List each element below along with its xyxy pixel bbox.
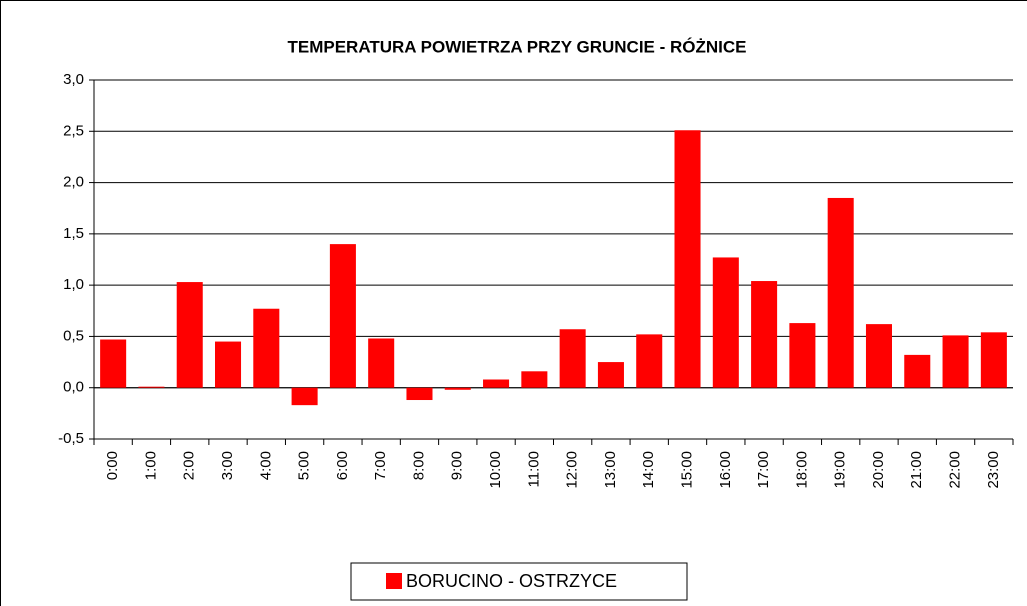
y-tick-label: 0,5 <box>63 327 84 344</box>
bar <box>483 379 510 388</box>
legend-box <box>350 562 688 601</box>
bar <box>521 371 548 388</box>
chart-title: TEMPERATURA POWIETRZA PRZY GRUNCIE - RÓŻ… <box>288 37 747 56</box>
x-tick-label: 16:00 <box>717 451 734 489</box>
bar <box>253 308 280 388</box>
legend-swatch <box>386 573 402 589</box>
x-tick-label: 11:00 <box>525 451 542 487</box>
x-tick-label: 3:00 <box>219 451 236 480</box>
bar <box>100 339 127 388</box>
x-tick-label: 6:00 <box>334 451 351 480</box>
bar <box>406 387 433 401</box>
y-tick-label: 1,5 <box>63 225 84 242</box>
x-tick-label: 8:00 <box>410 451 427 480</box>
legend-label: BORUCINO - OSTRZYCE <box>406 571 617 591</box>
bar <box>980 332 1007 388</box>
x-tick-label: 18:00 <box>793 451 810 489</box>
bar <box>827 197 854 388</box>
bar <box>176 282 203 388</box>
bar <box>712 257 739 388</box>
x-tick-label: 14:00 <box>640 451 657 489</box>
bar <box>444 387 471 390</box>
x-tick-label: 19:00 <box>832 451 849 489</box>
bar <box>789 323 816 388</box>
bar <box>329 244 356 388</box>
y-tick-label: 3,0 <box>63 71 84 88</box>
x-tick-label: 10:00 <box>487 451 504 489</box>
bar <box>138 386 165 388</box>
y-tick-label: 1,0 <box>63 276 84 293</box>
x-tick-label: 0:00 <box>104 451 121 480</box>
bar <box>597 362 624 388</box>
bar <box>674 130 701 388</box>
x-tick-label: 12:00 <box>564 451 581 489</box>
bar <box>942 335 969 388</box>
y-tick-label: -0,5 <box>58 430 84 447</box>
y-tick-label: 2,5 <box>63 122 84 139</box>
x-tick-label: 5:00 <box>296 451 313 480</box>
x-tick-label: 23:00 <box>985 451 1002 489</box>
x-tick-label: 15:00 <box>678 451 695 489</box>
y-tick-label: 0,0 <box>63 379 84 396</box>
bar <box>215 341 242 388</box>
x-tick-label: 1:00 <box>142 451 159 480</box>
x-tick-label: 2:00 <box>181 451 198 480</box>
bar <box>865 324 892 388</box>
y-tick-label: 2,0 <box>63 174 84 191</box>
x-tick-label: 7:00 <box>372 451 389 480</box>
bar <box>559 329 586 388</box>
x-tick-label: 20:00 <box>870 451 887 489</box>
bar <box>904 354 931 388</box>
legend: BORUCINO - OSTRZYCE <box>350 562 688 601</box>
x-tick-label: 17:00 <box>755 451 772 489</box>
x-tick-label: 22:00 <box>947 451 964 489</box>
x-tick-label: 13:00 <box>602 451 619 489</box>
x-tick-label: 4:00 <box>257 451 274 480</box>
bar <box>291 387 318 406</box>
bar <box>368 338 395 388</box>
bar <box>751 281 778 388</box>
x-tick-label: 9:00 <box>449 451 466 480</box>
bar <box>636 334 663 388</box>
x-tick-label: 21:00 <box>908 451 925 489</box>
